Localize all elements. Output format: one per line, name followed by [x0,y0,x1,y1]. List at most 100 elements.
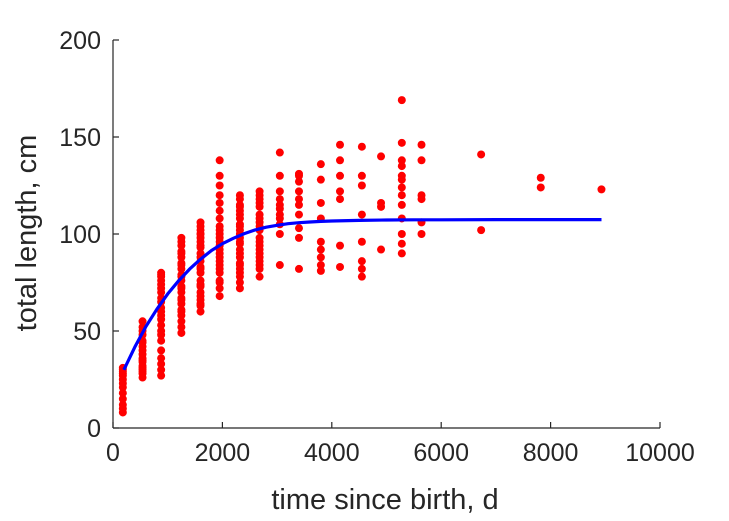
data-point [255,187,264,196]
data-point [196,218,205,227]
data-point [294,264,303,273]
data-point [235,249,244,258]
data-point [294,195,303,204]
data-point [294,171,303,180]
data-point [536,183,545,192]
data-point [336,195,345,204]
data-point [275,261,284,270]
data-point [215,171,224,180]
data-point [357,257,366,266]
data-point [235,268,244,277]
data-point [138,367,147,376]
data-point [597,185,606,194]
data-point [397,171,406,180]
data-point [157,336,166,345]
data-point [294,177,303,186]
data-point [294,187,303,196]
y-tick-label: 100 [59,221,101,249]
fit-curve-layer [122,218,602,371]
data-point [255,198,264,207]
data-point [157,359,166,368]
data-point [275,230,284,238]
data-point [397,156,406,165]
data-point [177,307,186,316]
data-point [235,284,244,293]
data-point [275,210,284,219]
data-point [215,198,224,207]
data-point [255,237,264,246]
data-point [215,257,224,266]
data-point [215,206,224,215]
data-point [215,278,224,287]
data-point [336,241,345,250]
data-point [255,245,264,254]
data-point [157,327,166,335]
data-point [177,249,186,258]
y-tick-label: 200 [59,27,101,55]
data-point [235,278,244,287]
data-point [294,210,303,219]
y-tick-label: 50 [73,318,101,346]
y-axis-label: total length, cm [11,135,43,332]
data-point [196,241,205,250]
data-point [157,268,166,277]
x-tick-label: 8000 [523,439,579,467]
fit-curve [122,218,602,371]
data-point [397,96,406,105]
data-point [357,237,366,246]
data-point [294,224,303,233]
axes [112,39,661,429]
data-point [336,156,345,165]
data-point [397,183,406,192]
data-point [215,233,224,242]
data-point [177,261,186,270]
data-point [397,249,406,258]
data-point [357,181,366,190]
data-point [215,191,224,200]
data-point [336,262,345,271]
data-point [138,338,147,347]
data-point [118,389,127,398]
data-point [215,214,224,223]
data-point [336,187,345,196]
data-point [215,181,224,190]
data-point [316,266,325,275]
data-point [357,264,366,273]
data-point [377,245,386,254]
data-point [215,292,224,301]
x-tick-label: 2000 [195,439,251,467]
data-point [255,253,264,262]
data-point [316,160,325,169]
data-point [255,261,264,270]
y-tick-label: 150 [59,124,101,152]
data-point [157,354,166,363]
data-point [196,292,205,301]
data-point [177,323,186,332]
x-axis-label: time since birth, d [271,484,498,516]
data-point [118,394,127,403]
data-point [357,272,366,281]
data-point [157,371,166,380]
data-point [255,272,264,281]
data-point [177,328,186,337]
data-point [196,230,205,238]
data-point [275,195,284,204]
data-point [316,175,325,184]
data-point [336,171,345,180]
data-point [316,198,325,207]
data-point [536,173,545,182]
data-point [235,191,244,200]
data-point [235,237,244,246]
y-tick-label: 0 [87,415,101,443]
data-point [196,264,205,273]
data-point [397,191,406,200]
data-point [157,321,166,330]
data-point [177,317,186,326]
data-point [397,138,406,147]
data-point [275,200,284,209]
data-point [215,284,224,293]
data-point [118,404,127,413]
data-point [177,284,186,293]
x-tick-label: 0 [106,439,120,467]
